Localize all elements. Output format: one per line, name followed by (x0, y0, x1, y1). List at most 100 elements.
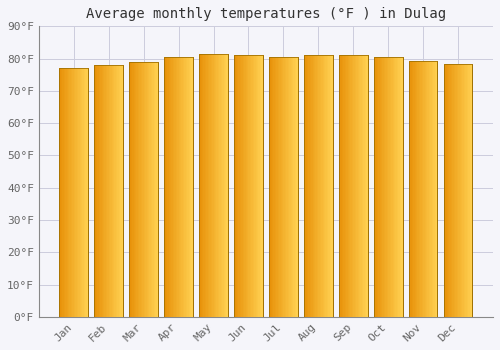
Bar (391, 57, 392, 317)
Bar (377, 57, 378, 317)
Bar (397, 57, 398, 317)
Bar (359, 55, 360, 317)
Bar (145, 62, 146, 317)
Bar (343, 55, 344, 317)
Bar (176, 57, 177, 317)
Bar (164, 57, 193, 317)
Bar (190, 57, 192, 317)
Bar (426, 61, 428, 317)
Bar (226, 54, 228, 317)
Bar (270, 57, 272, 317)
Bar (250, 55, 252, 317)
Bar (253, 55, 254, 317)
Bar (311, 55, 312, 317)
Bar (71, 68, 72, 317)
Bar (86, 68, 88, 317)
Bar (62, 68, 64, 317)
Bar (314, 55, 316, 317)
Bar (378, 57, 380, 317)
Bar (236, 55, 237, 317)
Bar (433, 61, 434, 317)
Bar (150, 62, 151, 317)
Bar (330, 55, 331, 317)
Bar (388, 57, 390, 317)
Bar (471, 64, 472, 317)
Bar (296, 57, 298, 317)
Bar (202, 54, 203, 317)
Bar (462, 64, 464, 317)
Bar (209, 54, 210, 317)
Bar (339, 55, 340, 317)
Bar (436, 61, 438, 317)
Bar (409, 61, 438, 317)
Bar (238, 55, 240, 317)
Bar (140, 62, 141, 317)
Bar (289, 57, 290, 317)
Bar (458, 64, 460, 317)
Bar (380, 57, 381, 317)
Bar (134, 62, 135, 317)
Bar (282, 57, 284, 317)
Bar (386, 57, 387, 317)
Bar (66, 68, 68, 317)
Bar (156, 62, 158, 317)
Bar (312, 55, 314, 317)
Bar (288, 57, 289, 317)
Bar (138, 62, 140, 317)
Bar (94, 65, 123, 317)
Bar (172, 57, 173, 317)
Bar (103, 65, 104, 317)
Bar (445, 64, 446, 317)
Bar (460, 64, 461, 317)
Bar (464, 64, 465, 317)
Bar (410, 61, 412, 317)
Bar (135, 62, 136, 317)
Bar (424, 61, 426, 317)
Bar (216, 54, 218, 317)
Bar (290, 57, 292, 317)
Bar (205, 54, 206, 317)
Bar (409, 61, 410, 317)
Bar (183, 57, 184, 317)
Bar (450, 64, 451, 317)
Bar (307, 55, 308, 317)
Bar (466, 64, 468, 317)
Bar (254, 55, 256, 317)
Bar (225, 54, 226, 317)
Bar (200, 54, 202, 317)
Bar (364, 55, 366, 317)
Bar (114, 65, 116, 317)
Bar (327, 55, 328, 317)
Bar (454, 64, 455, 317)
Bar (461, 64, 462, 317)
Bar (429, 61, 430, 317)
Bar (72, 68, 74, 317)
Bar (215, 54, 216, 317)
Bar (320, 55, 321, 317)
Bar (419, 61, 420, 317)
Bar (318, 55, 320, 317)
Bar (222, 54, 224, 317)
Bar (234, 55, 263, 317)
Bar (286, 57, 288, 317)
Bar (434, 61, 436, 317)
Bar (384, 57, 386, 317)
Bar (136, 62, 138, 317)
Bar (354, 55, 356, 317)
Bar (106, 65, 108, 317)
Bar (444, 64, 445, 317)
Bar (390, 57, 391, 317)
Bar (130, 62, 158, 317)
Bar (392, 57, 394, 317)
Bar (275, 57, 276, 317)
Bar (81, 68, 82, 317)
Bar (269, 57, 270, 317)
Bar (285, 57, 286, 317)
Bar (141, 62, 142, 317)
Bar (82, 68, 84, 317)
Bar (237, 55, 238, 317)
Bar (257, 55, 258, 317)
Bar (381, 57, 382, 317)
Bar (76, 68, 78, 317)
Bar (346, 55, 348, 317)
